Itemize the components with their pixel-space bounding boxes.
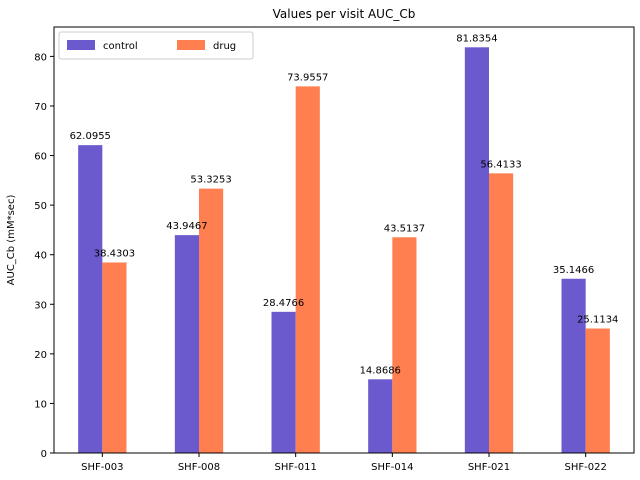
bars-layer [78,47,610,454]
data-label-control-SHF-014: 14.8686 [360,365,401,376]
bar-control-SHF-011 [271,311,296,453]
data-label-drug-SHF-011: 73.9557 [287,72,328,83]
plot-frame [53,26,635,454]
y-tick-label: 0 [41,449,47,460]
data-label-drug-SHF-003: 38.4303 [94,248,135,259]
legend-label-drug: drug [213,41,236,52]
y-tick-label: 60 [34,152,47,163]
bar-control-SHF-014 [368,379,393,453]
x-axis: SHF-003 SHF-008 SHF-011 SHF-014 SHF-021 SHF-0… [81,453,607,473]
x-tick-label: SHF-003 [81,462,123,473]
x-tick-label: SHF-008 [178,462,220,473]
y-tick-label: 20 [34,350,47,361]
data-label-control-SHF-022: 35.1466 [553,265,594,276]
chart-title: Values per visit AUC_Cb [273,7,416,21]
legend: control drug [58,31,254,60]
bar-drug-SHF-022 [585,328,610,453]
y-tick-label: 80 [34,52,47,63]
data-label-control-SHF-011: 28.4766 [263,298,304,309]
y-tick-label: 50 [34,201,47,212]
bar-control-SHF-021 [464,47,489,454]
data-label-control-SHF-003: 62.0955 [70,131,111,142]
x-tick-label: SHF-011 [275,462,317,473]
x-tick-label: SHF-022 [565,462,607,473]
data-label-drug-SHF-008: 53.3253 [190,175,231,186]
legend-swatch-control [67,40,95,50]
legend-label-control: control [103,41,138,52]
y-tick-label: 40 [34,251,47,262]
y-axis-title: AUC_Cb (mM*sec) [6,195,17,286]
x-tick-label: SHF-021 [468,462,510,473]
y-tick-label: 30 [34,300,47,311]
legend-box [58,31,254,60]
bar-drug-SHF-003 [102,262,127,453]
data-label-drug-SHF-021: 56.4133 [480,159,521,170]
data-label-drug-SHF-022: 25.1134 [577,314,618,325]
bar-drug-SHF-008 [199,188,224,454]
data-labels-layer: 62.0955 38.4303 43.9467 53.3253 28.4766 73.95… [70,33,619,376]
bar-control-SHF-003 [78,145,103,453]
bar-drug-SHF-021 [489,173,514,453]
y-tick-label: 70 [34,102,47,113]
x-tick-label: SHF-014 [371,462,413,473]
data-label-drug-SHF-014: 43.5137 [384,223,425,234]
y-axis: 0 10 20 30 40 50 60 70 80 [34,52,54,460]
legend-swatch-drug [177,40,205,50]
bar-control-SHF-008 [174,235,199,453]
data-label-control-SHF-021: 81.8354 [456,33,497,44]
bar-control-SHF-022 [561,278,586,453]
bar-drug-SHF-014 [392,237,417,453]
y-tick-label: 10 [34,399,47,410]
bar-drug-SHF-011 [295,86,320,453]
data-label-control-SHF-008: 43.9467 [166,221,207,232]
